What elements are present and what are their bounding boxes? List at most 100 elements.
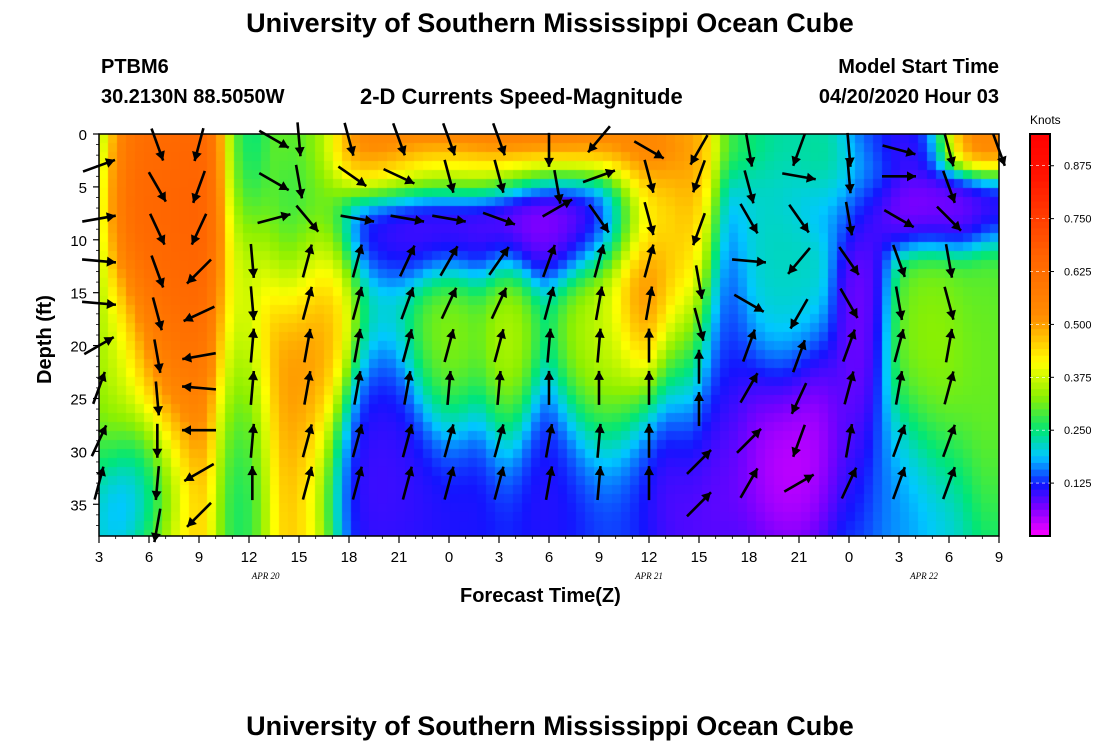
current-vector xyxy=(843,371,856,405)
current-vector xyxy=(644,423,654,458)
current-vector xyxy=(891,466,907,500)
current-vector xyxy=(353,370,364,405)
colorbar-segment xyxy=(1030,341,1050,349)
current-vector xyxy=(787,247,811,275)
current-vector xyxy=(733,293,765,313)
current-vector xyxy=(303,370,314,405)
current-vector xyxy=(643,201,656,236)
colorbar-segment xyxy=(1030,187,1050,195)
colorbar-segment xyxy=(1030,489,1050,497)
current-vector xyxy=(587,125,611,154)
colorbar-segment xyxy=(1030,375,1050,383)
colorbar-tick-label: 0.375 xyxy=(1064,372,1092,384)
colorbar-segment xyxy=(1030,241,1050,249)
current-vector xyxy=(744,132,756,167)
current-vector xyxy=(400,286,415,320)
colorbar-segment xyxy=(1030,154,1050,162)
current-vector xyxy=(691,159,707,193)
current-vector xyxy=(588,203,610,234)
colorbar-segment xyxy=(1030,268,1050,276)
current-vector xyxy=(936,205,962,232)
colorbar-segment xyxy=(1030,428,1050,437)
chart-subtitle: 2-D Currents Speed-Magnitude xyxy=(360,84,683,109)
current-vector xyxy=(839,287,859,319)
current-vector xyxy=(391,122,407,156)
colorbar-segment xyxy=(1030,201,1050,209)
x-tick-label: 3 xyxy=(95,549,103,566)
colorbar-segment xyxy=(1030,502,1050,510)
current-vector xyxy=(398,244,416,277)
current-vector xyxy=(791,133,807,167)
current-vector xyxy=(891,244,907,278)
date-label: APR 22 xyxy=(909,571,938,581)
colorbar-segment xyxy=(1030,515,1050,524)
colorbar-tick-label: 0.500 xyxy=(1064,319,1092,331)
current-vector xyxy=(390,214,425,225)
current-vector xyxy=(440,287,458,320)
model-start-time: 04/20/2020 Hour 03 xyxy=(818,86,999,108)
current-vector xyxy=(644,328,654,363)
date-label: APR 21 xyxy=(634,571,663,581)
current-vector xyxy=(689,134,709,166)
current-vector xyxy=(544,328,555,363)
colorbar-segment xyxy=(1030,227,1050,236)
colorbar-segment xyxy=(1030,134,1050,142)
current-vector xyxy=(693,307,706,342)
colorbar-segment xyxy=(1030,509,1050,517)
current-vector xyxy=(493,328,506,363)
current-vector xyxy=(351,286,365,321)
colorbar-tick-label: 0.750 xyxy=(1064,214,1092,226)
current-vector xyxy=(944,243,956,278)
current-vector xyxy=(401,328,415,363)
current-vector xyxy=(383,167,415,185)
current-vector xyxy=(248,328,259,363)
current-vector xyxy=(844,201,856,236)
colorbar-segment xyxy=(1030,207,1050,215)
current-vector xyxy=(790,382,808,415)
x-tick-label: 6 xyxy=(545,549,553,566)
y-tick-label: 35 xyxy=(70,497,87,514)
current-vector xyxy=(294,164,306,199)
y-tick-label: 0 xyxy=(79,127,87,144)
current-vector xyxy=(643,244,656,278)
y-tick-label: 10 xyxy=(70,233,87,250)
current-vector xyxy=(741,329,757,362)
x-tick-label: 6 xyxy=(945,549,953,566)
current-vector xyxy=(594,328,605,363)
colorbar-segment xyxy=(1030,174,1050,182)
colorbar-segment xyxy=(1030,388,1050,396)
date-label: APR 20 xyxy=(251,571,280,581)
current-vector xyxy=(491,122,507,156)
colorbar-segment xyxy=(1030,261,1050,269)
colorbar-segment xyxy=(1030,361,1050,370)
current-vector xyxy=(686,491,712,518)
current-vector xyxy=(490,287,508,320)
current-vector xyxy=(694,349,704,384)
current-vector xyxy=(191,170,207,204)
colorbar-segment xyxy=(1030,495,1050,504)
current-vector xyxy=(301,286,315,321)
current-vector xyxy=(593,244,606,278)
station-id: PTBM6 xyxy=(101,56,169,78)
colorbar-tick-label: 0.625 xyxy=(1064,267,1092,279)
current-vector xyxy=(844,159,855,194)
current-vector xyxy=(301,244,315,278)
y-tick-label: 25 xyxy=(70,391,87,408)
current-vector xyxy=(443,159,456,194)
current-vector xyxy=(153,381,164,416)
current-vector xyxy=(494,370,505,405)
current-vector xyxy=(941,170,957,204)
x-tick-label: 15 xyxy=(291,549,308,566)
colorbar-segment xyxy=(1030,408,1050,416)
x-tick-label: 12 xyxy=(241,549,258,566)
current-vector xyxy=(151,297,165,331)
current-vector xyxy=(303,328,314,363)
colorbar-segment xyxy=(1030,194,1050,202)
current-vector xyxy=(482,211,516,227)
x-tick-label: 21 xyxy=(791,549,808,566)
colorbar-segment xyxy=(1030,395,1050,403)
current-vector xyxy=(488,246,510,276)
current-vector xyxy=(594,466,605,501)
colorbar-segment xyxy=(1030,147,1050,155)
current-vector xyxy=(248,243,259,278)
